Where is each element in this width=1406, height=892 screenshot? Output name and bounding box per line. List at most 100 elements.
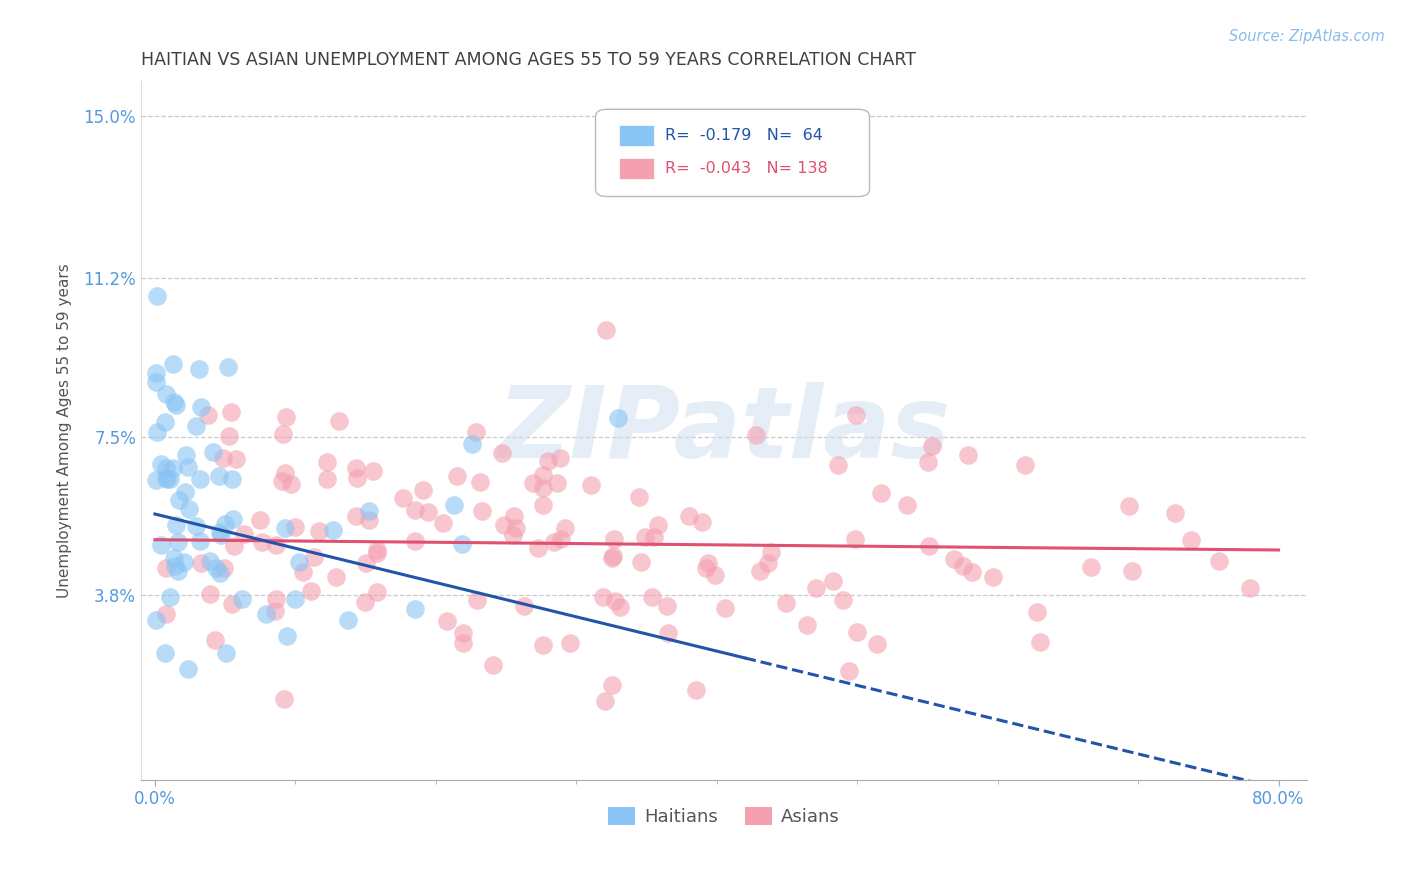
Point [546, 476, 568, 491]
Point [505, 521, 527, 535]
Point [162, 357, 184, 371]
Point [1208, 554, 1230, 568]
Point [264, 538, 287, 552]
Point [436, 614, 458, 628]
Point [465, 592, 488, 607]
Point [531, 481, 554, 495]
Point [316, 455, 339, 469]
Point [299, 584, 322, 599]
Point [943, 552, 966, 566]
Point [163, 559, 186, 574]
Point [177, 662, 200, 676]
Point [502, 509, 524, 524]
Point [219, 405, 242, 419]
Point [962, 566, 984, 580]
Point [917, 539, 939, 553]
Point [163, 551, 186, 566]
Point [756, 556, 779, 570]
Point [156, 472, 179, 486]
Point [844, 532, 866, 546]
Point [550, 451, 572, 466]
Point [471, 504, 494, 518]
Point [713, 601, 735, 615]
Point [280, 477, 302, 491]
Point [190, 401, 212, 415]
Point [215, 647, 238, 661]
Text: R=  -0.043   N= 138: R= -0.043 N= 138 [665, 161, 828, 176]
Point [284, 591, 307, 606]
FancyBboxPatch shape [596, 110, 869, 196]
Point [217, 360, 239, 375]
Point [190, 556, 212, 570]
Point [451, 626, 474, 640]
Point [696, 556, 718, 570]
Point [526, 541, 548, 556]
Point [188, 472, 211, 486]
Point [177, 501, 200, 516]
Point [917, 455, 939, 469]
Point [1014, 458, 1036, 472]
Point [266, 591, 288, 606]
Point [208, 566, 231, 581]
Point [337, 613, 360, 627]
Point [605, 594, 627, 608]
Point [502, 527, 524, 541]
Point [602, 533, 624, 547]
Point [159, 590, 181, 604]
Point [166, 564, 188, 578]
Point [543, 535, 565, 549]
Point [1028, 635, 1050, 649]
Point [276, 629, 298, 643]
Point [167, 535, 190, 549]
Point [550, 532, 572, 546]
Point [165, 518, 187, 533]
Point [149, 538, 172, 552]
Point [1121, 564, 1143, 578]
Point [921, 438, 943, 452]
Point [560, 636, 582, 650]
Point [184, 519, 207, 533]
Point [678, 508, 700, 523]
Point [250, 535, 273, 549]
Point [184, 419, 207, 434]
Point [461, 436, 484, 450]
Point [221, 472, 243, 486]
Point [155, 387, 177, 401]
Point [153, 415, 176, 429]
Point [554, 521, 576, 535]
Text: Source: ZipAtlas.com: Source: ZipAtlas.com [1229, 29, 1385, 44]
Point [405, 601, 427, 615]
Point [198, 554, 221, 568]
Point [155, 471, 177, 485]
Point [641, 590, 664, 604]
Text: HAITIAN VS ASIAN UNEMPLOYMENT AMONG AGES 55 TO 59 YEARS CORRELATION CHART: HAITIAN VS ASIAN UNEMPLOYMENT AMONG AGES… [141, 51, 915, 69]
Point [344, 508, 367, 523]
Point [531, 638, 554, 652]
Point [821, 574, 844, 588]
Point [271, 474, 294, 488]
Point [205, 561, 228, 575]
Point [643, 530, 665, 544]
Point [952, 559, 974, 574]
Point [274, 467, 297, 481]
Point [145, 613, 167, 627]
Point [208, 524, 231, 539]
Point [600, 551, 623, 566]
Point [468, 475, 491, 490]
Point [274, 410, 297, 425]
Point [325, 570, 347, 584]
Legend: Haitians, Asians: Haitians, Asians [600, 799, 846, 833]
Text: R=  -0.179   N=  64: R= -0.179 N= 64 [665, 128, 824, 144]
Point [628, 491, 651, 505]
Point [531, 468, 554, 483]
Point [361, 464, 384, 478]
Point [209, 527, 232, 541]
Point [443, 498, 465, 512]
Point [346, 471, 368, 485]
Point [273, 691, 295, 706]
Point [211, 450, 233, 465]
Point [231, 591, 253, 606]
Y-axis label: Unemployment Among Ages 55 to 59 years: Unemployment Among Ages 55 to 59 years [58, 263, 72, 598]
Point [593, 694, 616, 708]
Point [491, 446, 513, 460]
